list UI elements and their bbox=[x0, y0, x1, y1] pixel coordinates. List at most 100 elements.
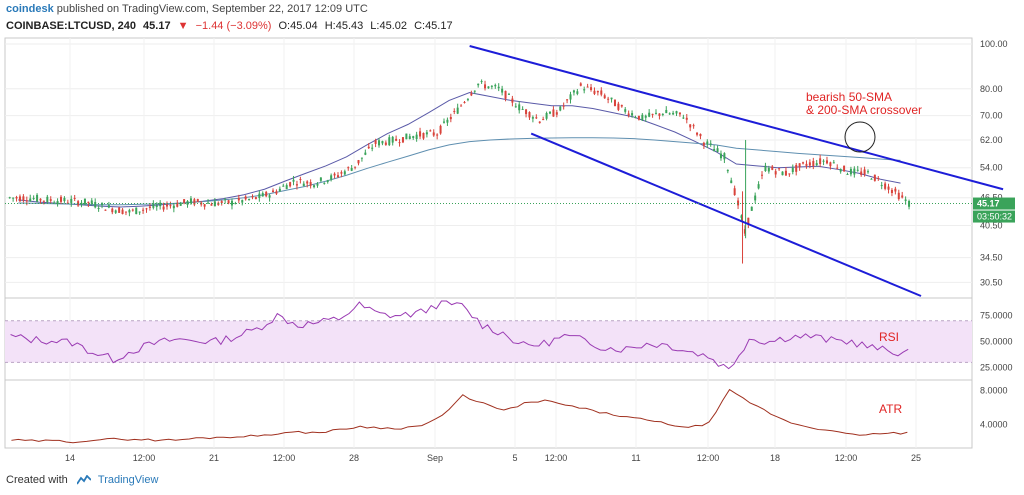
candle[interactable] bbox=[179, 201, 182, 206]
candle[interactable] bbox=[66, 199, 69, 204]
candle[interactable] bbox=[15, 195, 18, 202]
candle[interactable] bbox=[347, 166, 350, 171]
candle[interactable] bbox=[846, 172, 849, 175]
candle[interactable] bbox=[521, 106, 524, 110]
candle[interactable] bbox=[275, 189, 278, 196]
trendline[interactable] bbox=[469, 45, 1004, 191]
candle[interactable] bbox=[723, 152, 726, 164]
candle[interactable] bbox=[531, 115, 534, 123]
candle[interactable] bbox=[884, 181, 887, 191]
candle[interactable] bbox=[617, 101, 620, 112]
candle[interactable] bbox=[661, 113, 664, 117]
tradingview-logo-icon[interactable] bbox=[76, 474, 92, 485]
candle[interactable] bbox=[104, 209, 107, 211]
candle[interactable] bbox=[576, 88, 579, 96]
candle[interactable] bbox=[80, 200, 83, 208]
candle[interactable] bbox=[514, 103, 517, 108]
candle[interactable] bbox=[593, 87, 596, 96]
candle[interactable] bbox=[63, 196, 66, 203]
candle[interactable] bbox=[432, 129, 435, 137]
candle[interactable] bbox=[788, 173, 791, 177]
candle[interactable] bbox=[272, 188, 275, 193]
candle[interactable] bbox=[873, 174, 876, 182]
candle[interactable] bbox=[439, 124, 442, 135]
candle[interactable] bbox=[357, 159, 360, 166]
candle[interactable] bbox=[39, 198, 42, 204]
candle[interactable] bbox=[511, 95, 514, 107]
candle[interactable] bbox=[336, 172, 339, 178]
candle[interactable] bbox=[22, 194, 25, 203]
candle[interactable] bbox=[843, 165, 846, 172]
candle[interactable] bbox=[453, 108, 456, 115]
candle[interactable] bbox=[555, 109, 558, 118]
candle[interactable] bbox=[518, 101, 521, 114]
candle[interactable] bbox=[124, 211, 127, 216]
candle[interactable] bbox=[538, 121, 541, 124]
candle[interactable] bbox=[675, 110, 678, 117]
candle[interactable] bbox=[42, 200, 45, 205]
candle[interactable] bbox=[887, 183, 890, 194]
candle[interactable] bbox=[53, 200, 56, 204]
candle[interactable] bbox=[36, 193, 39, 203]
candle[interactable] bbox=[374, 138, 377, 148]
candle[interactable] bbox=[812, 157, 815, 170]
candle[interactable] bbox=[302, 181, 305, 187]
candle[interactable] bbox=[258, 190, 261, 202]
candle[interactable] bbox=[12, 197, 15, 202]
candle[interactable] bbox=[689, 124, 692, 132]
candle[interactable] bbox=[32, 195, 35, 201]
candle[interactable] bbox=[716, 145, 719, 153]
candle[interactable] bbox=[446, 117, 449, 126]
candle[interactable] bbox=[405, 133, 408, 140]
candle[interactable] bbox=[740, 214, 743, 221]
candle[interactable] bbox=[326, 179, 329, 184]
candle[interactable] bbox=[248, 198, 251, 201]
candle[interactable] bbox=[155, 202, 158, 211]
candle[interactable] bbox=[829, 161, 832, 170]
candle[interactable] bbox=[631, 110, 634, 118]
candle[interactable] bbox=[429, 129, 432, 132]
candle[interactable] bbox=[658, 113, 661, 120]
candle[interactable] bbox=[292, 175, 295, 186]
candle[interactable] bbox=[261, 191, 264, 197]
candle[interactable] bbox=[101, 202, 104, 209]
candle[interactable] bbox=[145, 207, 148, 213]
candle[interactable] bbox=[234, 201, 237, 205]
candle[interactable] bbox=[525, 108, 528, 118]
candle[interactable] bbox=[114, 209, 117, 214]
candle[interactable] bbox=[268, 193, 271, 202]
candle[interactable] bbox=[586, 83, 589, 88]
candle[interactable] bbox=[699, 133, 702, 140]
candle[interactable] bbox=[566, 98, 569, 104]
candle[interactable] bbox=[760, 171, 764, 180]
candle[interactable] bbox=[111, 207, 114, 215]
tradingview-link[interactable]: TradingView bbox=[97, 474, 159, 486]
candle[interactable] bbox=[460, 104, 463, 107]
candle[interactable] bbox=[825, 156, 828, 165]
candle[interactable] bbox=[241, 199, 244, 206]
candle[interactable] bbox=[501, 85, 504, 96]
candle[interactable] bbox=[381, 140, 384, 146]
candle[interactable] bbox=[59, 195, 63, 204]
candle[interactable] bbox=[49, 196, 52, 204]
candle[interactable] bbox=[456, 103, 459, 115]
candlesticks[interactable] bbox=[8, 79, 911, 264]
brand-name[interactable]: coindesk bbox=[6, 3, 54, 15]
candle[interactable] bbox=[289, 181, 292, 188]
candle[interactable] bbox=[613, 99, 616, 107]
candle[interactable] bbox=[183, 199, 186, 205]
candle[interactable] bbox=[207, 199, 210, 204]
candle[interactable] bbox=[771, 164, 774, 171]
candle[interactable] bbox=[388, 134, 391, 147]
candle[interactable] bbox=[504, 90, 507, 102]
candle[interactable] bbox=[672, 110, 675, 116]
candle[interactable] bbox=[894, 186, 897, 195]
candle[interactable] bbox=[148, 202, 151, 211]
candle[interactable] bbox=[778, 167, 781, 171]
candle[interactable] bbox=[343, 169, 346, 176]
candle[interactable] bbox=[83, 198, 86, 206]
candle[interactable] bbox=[425, 129, 428, 138]
candle[interactable] bbox=[624, 107, 627, 114]
candle[interactable] bbox=[172, 203, 175, 213]
candle[interactable] bbox=[596, 90, 599, 96]
